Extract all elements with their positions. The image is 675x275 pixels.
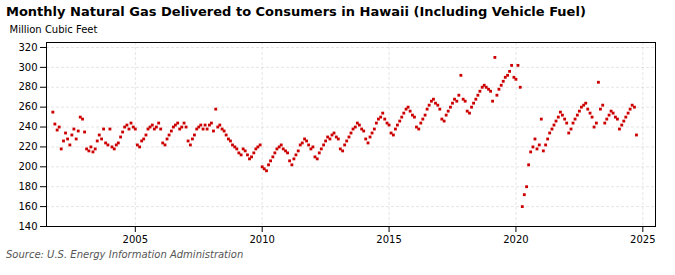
svg-text:300: 300 [18, 62, 37, 73]
svg-text:180: 180 [18, 181, 37, 192]
svg-text:140: 140 [18, 221, 37, 232]
svg-text:2025: 2025 [630, 234, 655, 245]
svg-text:2020: 2020 [503, 234, 528, 245]
svg-text:320: 320 [18, 42, 37, 53]
svg-text:280: 280 [18, 81, 37, 92]
html-text:Monthly Natural Gas Delivered: Monthly Natural Gas Delivered to Consume… [6, 4, 586, 19]
svg-text:240: 240 [18, 121, 37, 132]
svg-text:160: 160 [18, 201, 37, 212]
html-text:Source: U.S. Energy Informatio: Source: U.S. Energy Information Administ… [6, 249, 244, 260]
svg-text:2010: 2010 [249, 234, 274, 245]
svg-text:220: 220 [18, 141, 37, 152]
svg-text:2015: 2015 [376, 234, 401, 245]
svg-text:260: 260 [18, 101, 37, 112]
svg-text:Million Cubic Feet: Million Cubic Feet [10, 24, 98, 35]
svg-text:2005: 2005 [123, 234, 148, 245]
svg-text:200: 200 [18, 161, 37, 172]
